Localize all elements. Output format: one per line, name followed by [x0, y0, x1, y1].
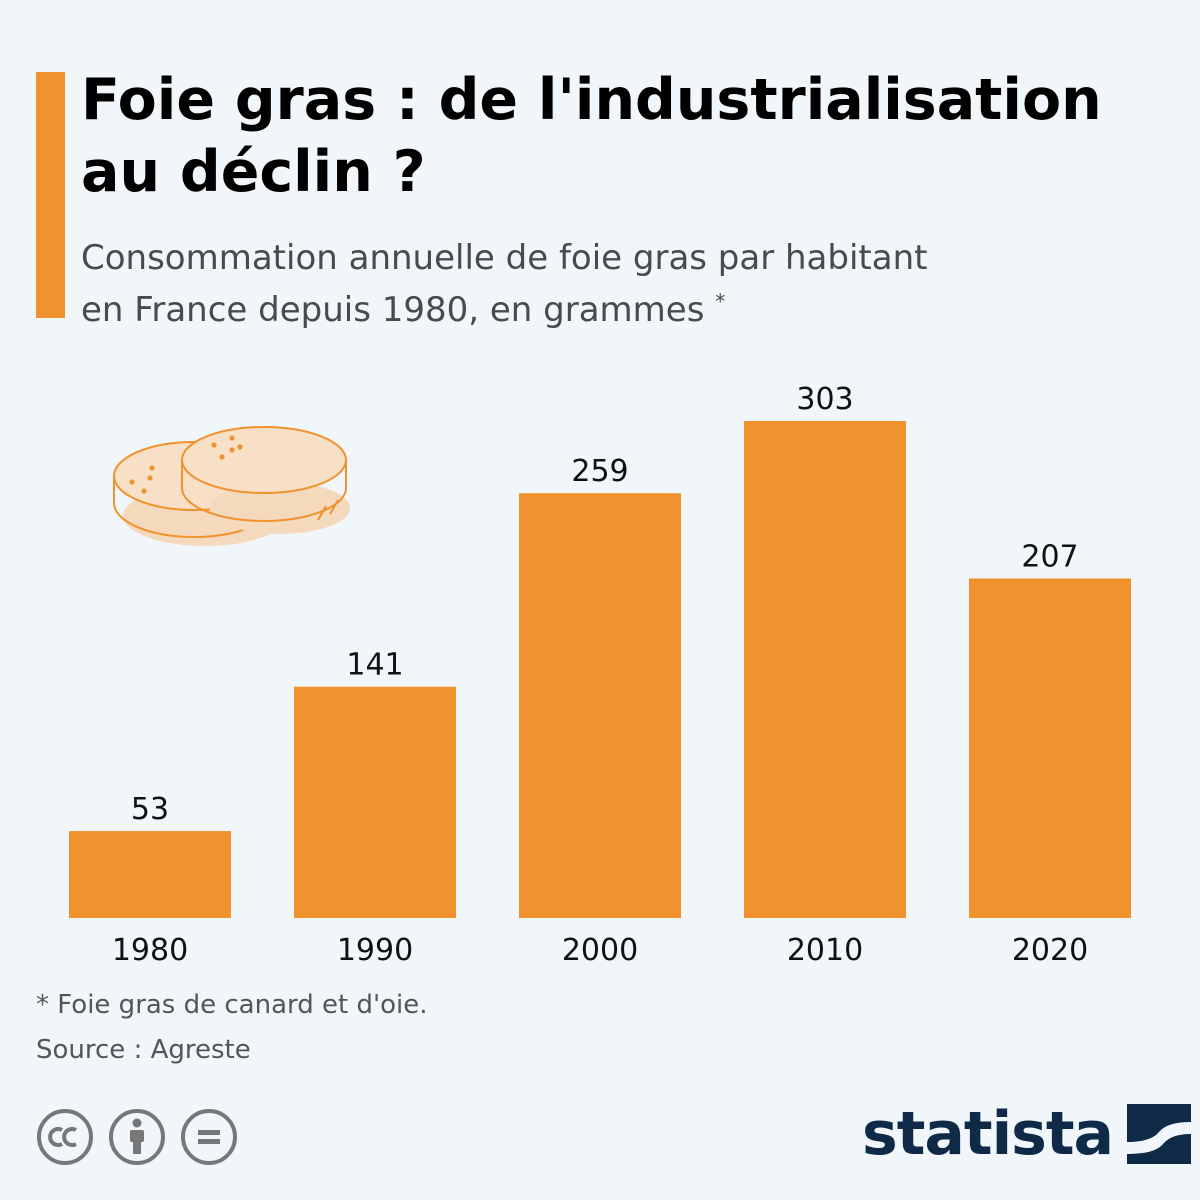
data-label-2010: 303	[796, 382, 853, 417]
statista-brand[interactable]: statista	[862, 1098, 1192, 1170]
by-icon[interactable]	[108, 1108, 166, 1166]
data-label-2000: 259	[571, 454, 628, 489]
bar-chart: 53 1980 141 1990 259 2000 303 2010 207 2020	[69, 382, 1131, 968]
statista-logo-icon	[1127, 1104, 1192, 1164]
cc-icon[interactable]	[36, 1108, 94, 1166]
nd-icon[interactable]	[180, 1108, 238, 1166]
statista-wordmark: statista	[862, 1099, 1114, 1169]
bar-2000	[519, 493, 681, 918]
data-label-2020: 207	[1021, 539, 1078, 574]
data-label-1990: 141	[346, 648, 403, 683]
bar-1980	[69, 831, 231, 918]
title-accent-bar	[36, 72, 65, 318]
x-tick-label-2000: 2000	[562, 933, 638, 968]
bar-2010	[744, 421, 906, 918]
footnote: * Foie gras de canard et d'oie.	[36, 990, 428, 1020]
x-tick-label-2020: 2020	[1012, 933, 1088, 968]
subtitle-line-2-text: en France depuis 1980, en grammes	[81, 290, 705, 330]
subtitle-footnote-mark: *	[715, 289, 726, 314]
data-label-1980: 53	[131, 792, 169, 827]
source-note: Source : Agreste	[36, 1035, 251, 1065]
x-tick-label-2010: 2010	[787, 933, 863, 968]
x-tick-label-1990: 1990	[337, 933, 413, 968]
bar-2020	[969, 578, 1131, 918]
page-subtitle: Consommation annuelle de foie gras par h…	[81, 232, 1061, 336]
page-title: Foie gras : de l'industrialisation au dé…	[81, 67, 1102, 205]
bar-1990	[294, 686, 456, 918]
x-tick-label-1980: 1980	[112, 933, 188, 968]
license-icons	[36, 1108, 238, 1166]
subtitle-line-1: Consommation annuelle de foie gras par h…	[81, 238, 928, 278]
subtitle-line-2: en France depuis 1980, en grammes *	[81, 284, 1061, 336]
foie-gras-illustration	[113, 426, 350, 546]
